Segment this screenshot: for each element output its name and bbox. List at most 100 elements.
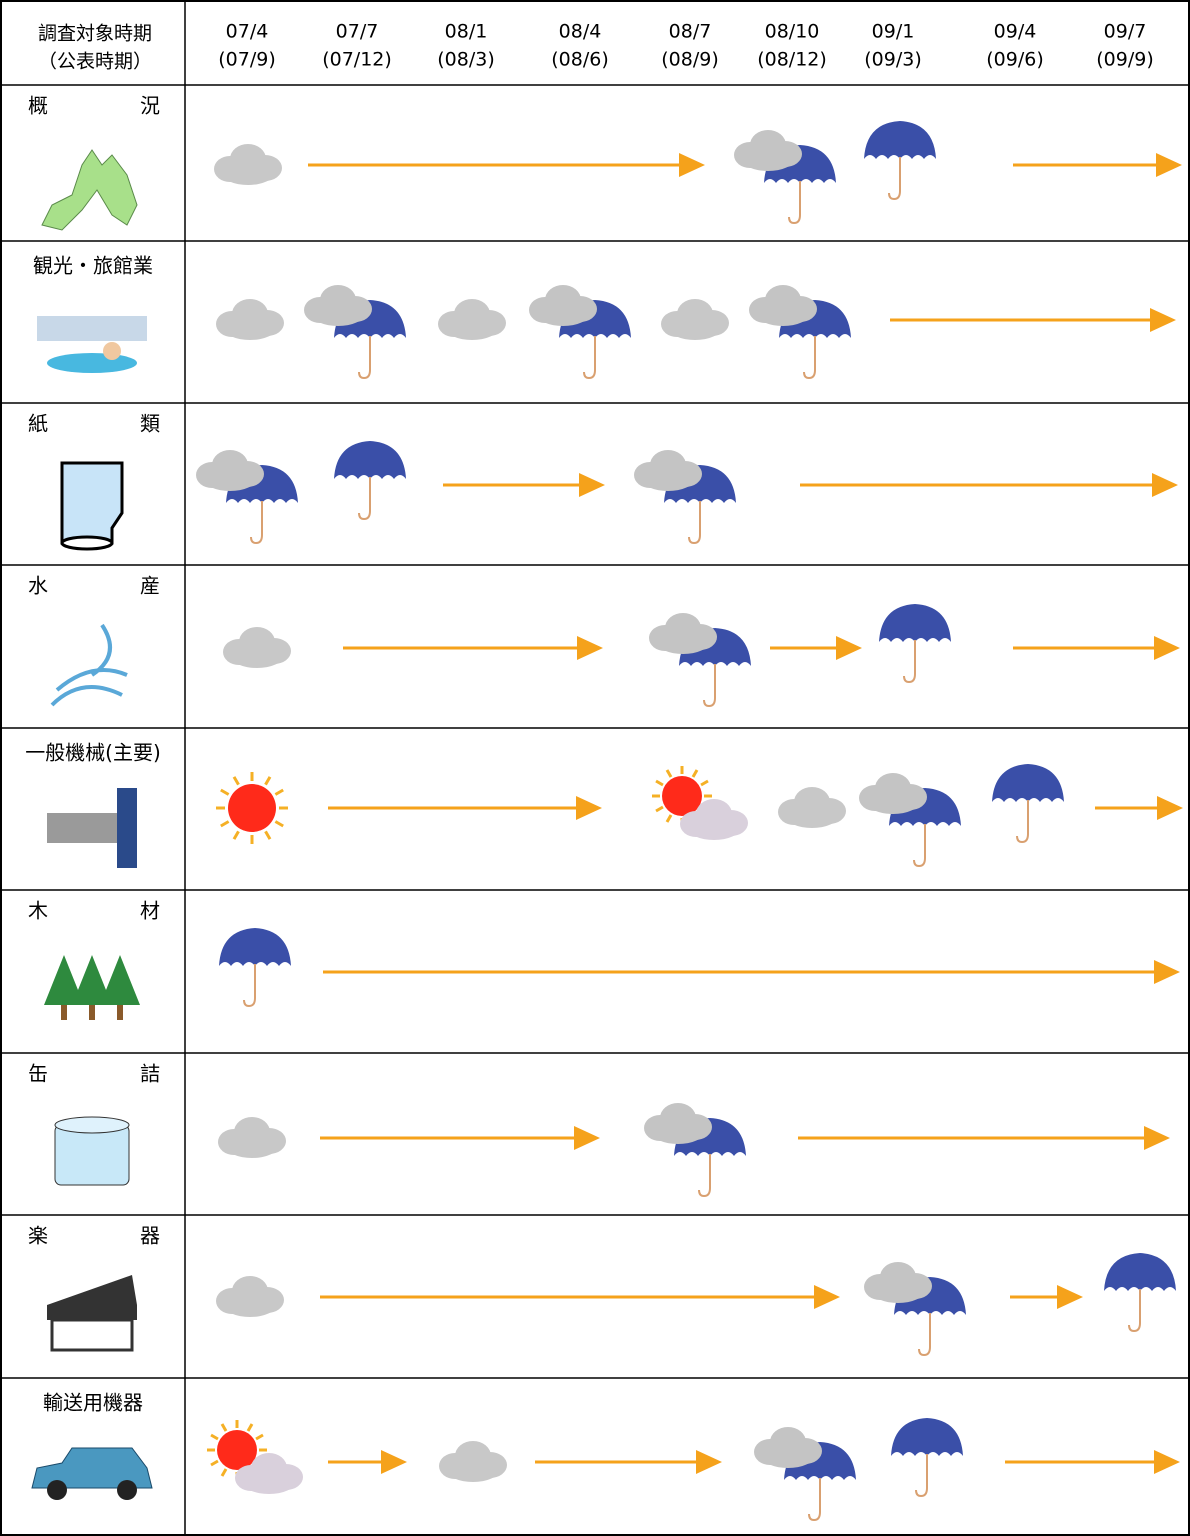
cloud-puff [669,316,721,340]
cloud-puff [222,161,274,185]
row-label: 材 [140,899,160,923]
arrow-head [1144,1126,1170,1150]
sun-ray [665,769,673,778]
umbrella-handle [688,501,701,545]
row-label: 概 [28,94,48,118]
cloud-puff [642,467,694,491]
wheel [47,1480,67,1500]
row-label: 況 [140,94,160,118]
arrow-head [1150,308,1176,332]
umbrella-handle [903,640,916,684]
row-label: 水 [28,574,48,598]
umbrella-icon [879,604,951,684]
period-date: 08/1 [445,21,488,43]
cloud-puff [786,804,838,828]
arrow-head [574,1126,600,1150]
trunk [117,1005,123,1020]
tree [72,955,112,1005]
umbrella-handle [1016,800,1029,844]
umbrella-handle [583,336,596,380]
sun-ray [274,820,284,828]
cloud-icon [439,1441,507,1482]
cloud [304,285,372,326]
umbrella-canopy [992,764,1064,802]
cloud-puff [688,816,740,840]
cloud [734,130,802,171]
map-shape [41,149,138,231]
period-published: (08/6) [551,49,609,71]
period-published: (07/9) [218,49,276,71]
umbrella-icon [891,1418,963,1498]
row-label: 楽 [28,1224,48,1248]
arrow-head [1156,153,1182,177]
can [54,1124,130,1186]
sun-ray [655,805,664,813]
cloud-umbrella-icon [749,285,851,380]
cloud-puff [867,790,919,814]
sun-disc [217,1430,257,1470]
period-published: (08/9) [661,49,719,71]
piano [47,1275,137,1320]
arrow-head [679,153,705,177]
arrow-head [814,1285,840,1309]
sun-ray [655,779,664,787]
can-top [54,1116,130,1134]
sun-ray [691,769,699,778]
cloud-puff [243,1470,295,1494]
cloud [749,285,817,326]
umbrella-handle [698,1154,711,1198]
piano-legs [50,1318,134,1352]
cloud-umbrella-icon [634,450,736,545]
arrow-head [381,1450,407,1474]
water [47,353,137,373]
sun-ray [220,1423,228,1432]
period-published: (09/9) [1096,49,1154,71]
sun-ray [220,1468,228,1477]
cloud [680,799,748,840]
arrow-head [1154,1450,1180,1474]
cloud-umbrella-icon [859,773,961,868]
period-date: 09/4 [994,21,1037,43]
cloud-umbrella-icon [644,1103,746,1198]
person [103,342,121,360]
cloud [634,450,702,491]
sun-ray [255,1433,264,1441]
row-label: 輸送用機器 [43,1391,143,1415]
cloud-umbrella-icon [864,1262,966,1357]
row-label: 類 [140,412,160,436]
row-label: 缶 [28,1062,48,1086]
period-published: (09/6) [986,49,1044,71]
row-pictogram [37,316,147,373]
umbrella-icon [334,441,406,521]
row-pictogram [47,788,137,868]
cloud-puff [757,302,809,326]
umbrella-handle [915,1454,928,1498]
sun-ray [232,776,240,786]
period-date: 07/7 [336,21,379,43]
tree [100,955,140,1005]
cloud [859,773,927,814]
trunk [61,1005,67,1020]
umbrella-icon [1104,1253,1176,1333]
cloud-puff [652,1120,704,1144]
row-pictogram [41,149,138,231]
umbrella-icon [864,121,936,201]
period-date: 09/7 [1104,21,1147,43]
cloud-umbrella-icon [196,450,298,545]
umbrella-handle [788,181,801,225]
period-date: 09/1 [872,21,915,43]
umbrella-handle [358,477,371,521]
wheel [117,1480,137,1500]
period-published: (08/12) [757,49,827,71]
row-pictogram [44,955,140,1020]
row-label: 紙 [28,412,48,436]
sun-ray [264,830,272,840]
sun-ray [700,779,709,787]
cloud-puff [312,302,364,326]
cloud-icon [661,299,729,340]
arrow-head [579,473,605,497]
sun-icon [216,772,288,844]
period-date: 08/7 [669,21,712,43]
wave [50,623,128,707]
cloud-puff [204,467,256,491]
